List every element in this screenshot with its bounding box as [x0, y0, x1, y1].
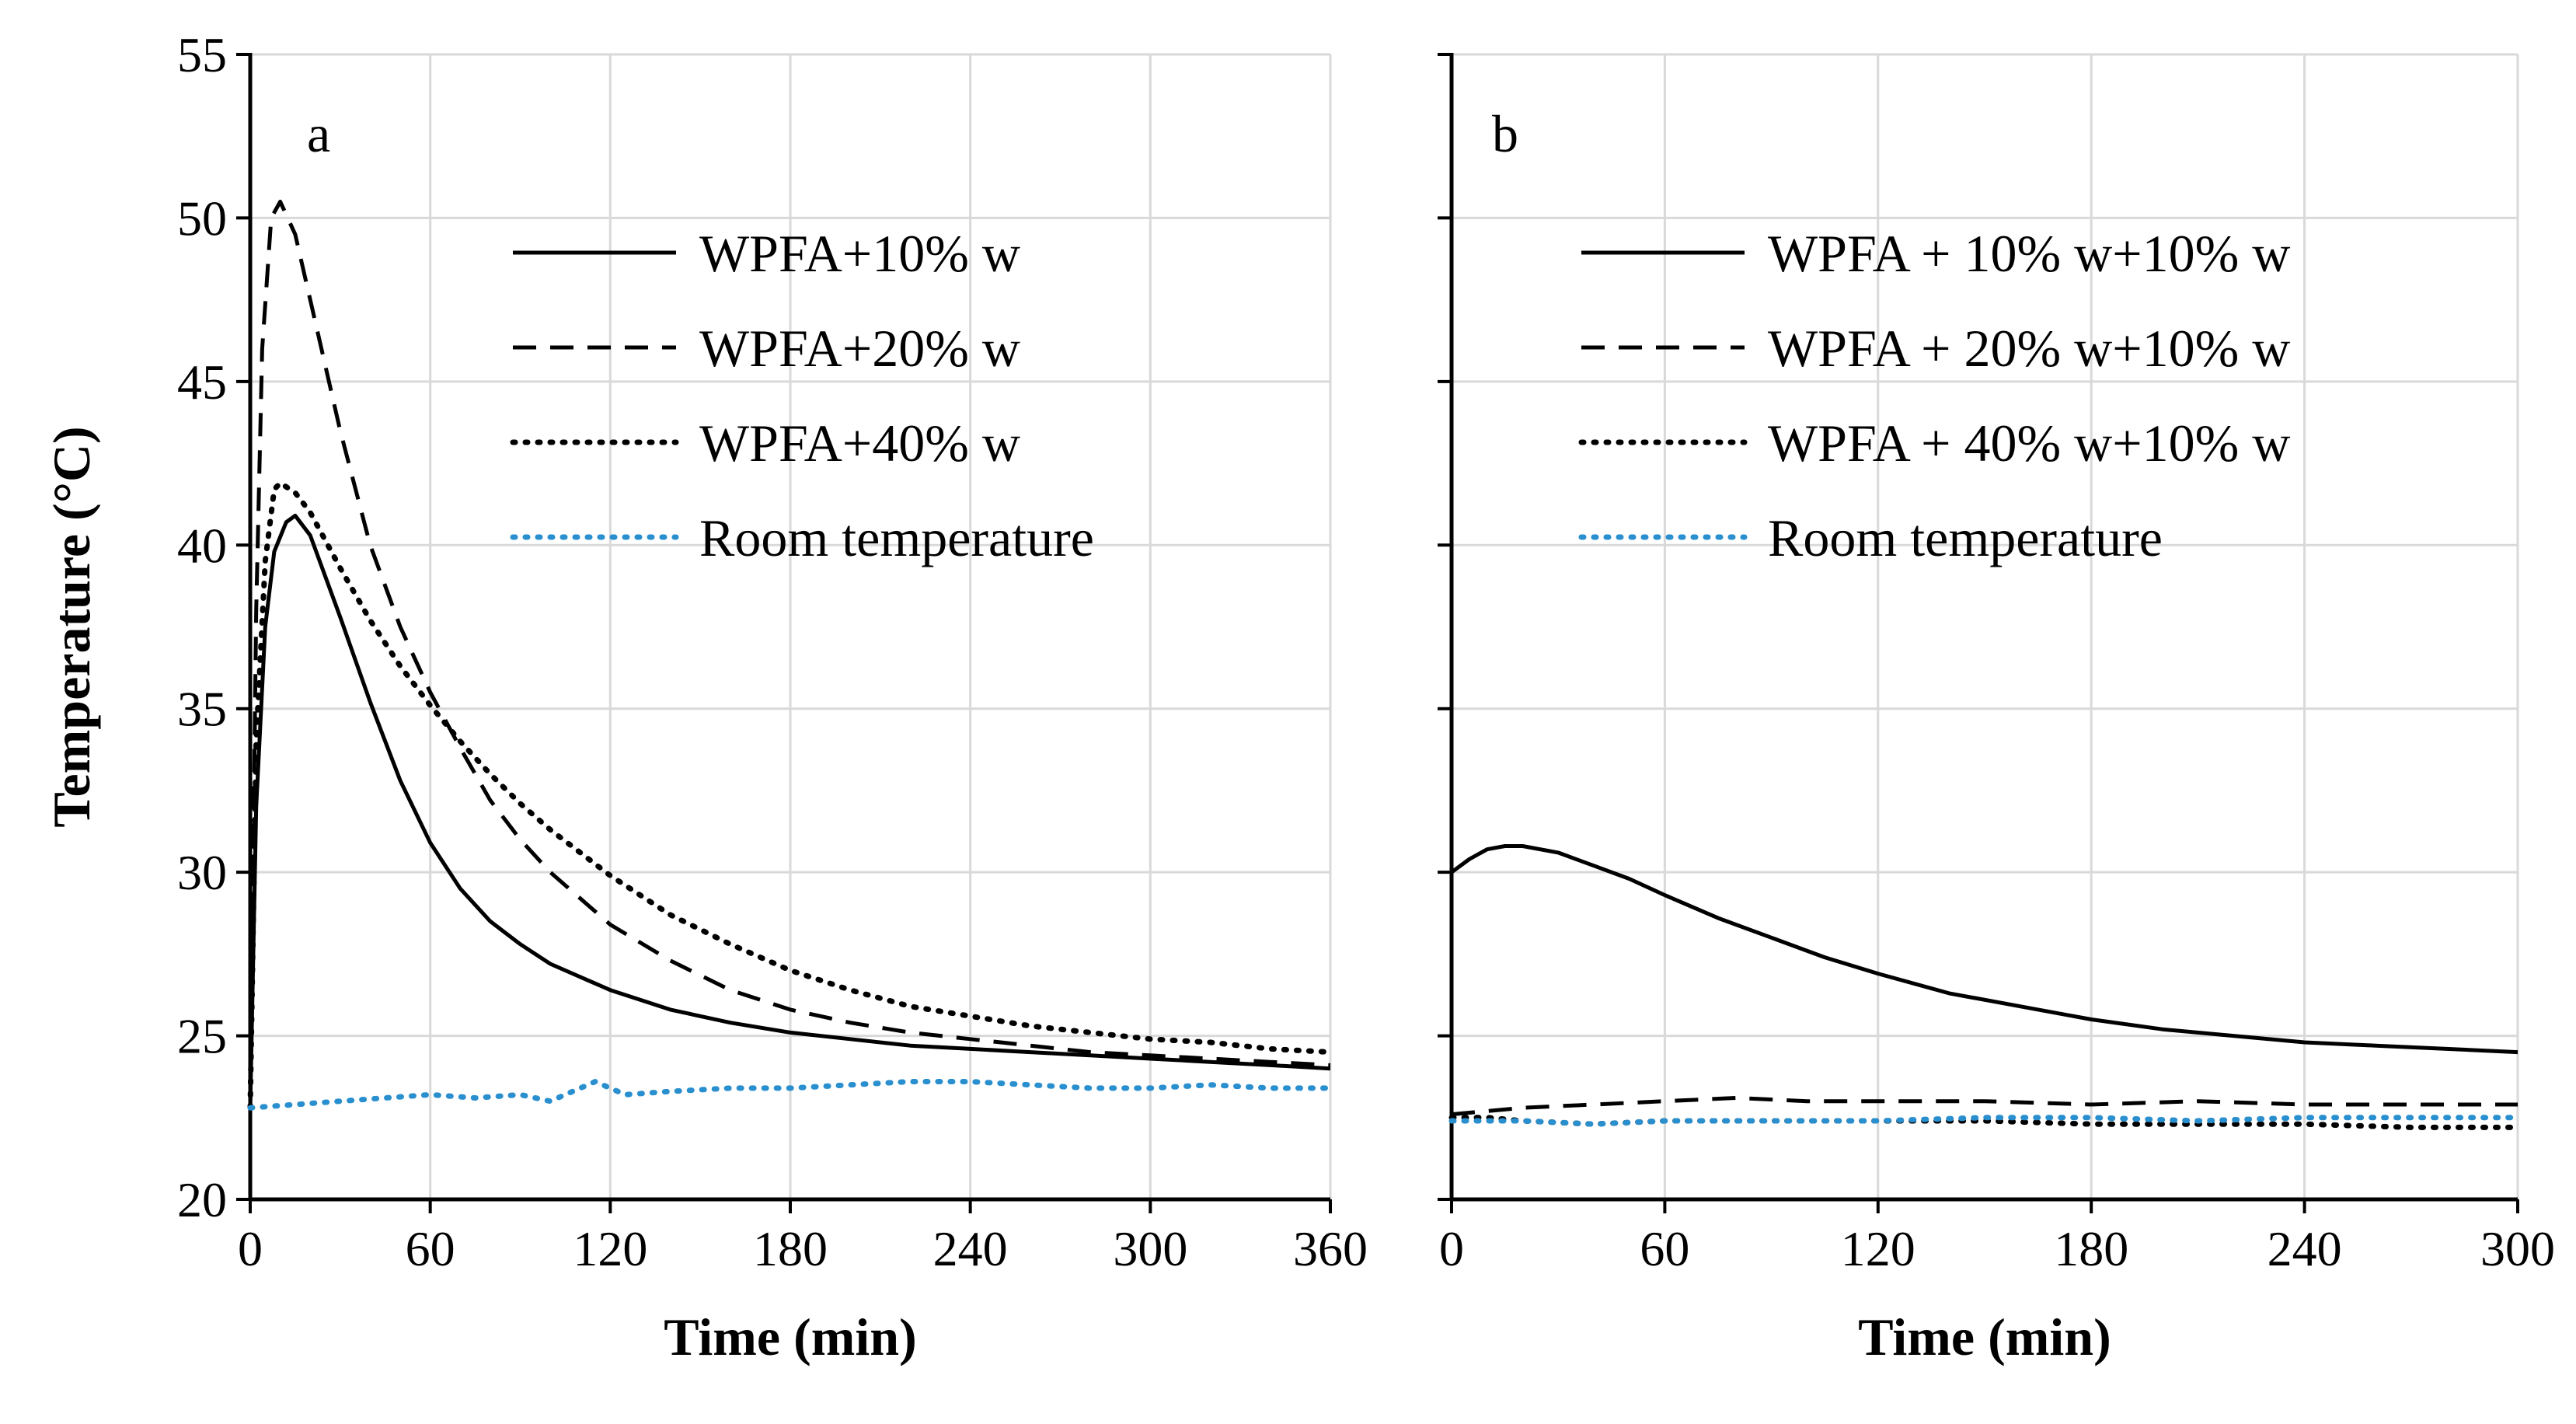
x-tick-label: 180 [2054, 1221, 2128, 1276]
legend: WPFA + 10% w+10% w WPFA + 20% w+10% w WPFA… [1578, 224, 2290, 567]
y-tick-label: 35 [177, 682, 227, 737]
x-axis-title: Time (min) [1858, 1307, 2111, 1366]
series-line-1 [1450, 844, 2518, 1055]
series-line-2 [1451, 1096, 2518, 1117]
series-line-4 [1448, 1115, 2521, 1127]
legend-label: WPFA + 10% w+10% w [1768, 224, 2290, 283]
x-tick-label: 300 [1113, 1221, 1187, 1276]
panel-letter: b [1492, 104, 1518, 163]
legend-label: WPFA+10% w [699, 224, 1020, 283]
legend: WPFA+10% w WPFA+20% w WPFA+40% w Room tempe… [510, 224, 1094, 567]
x-tick-label: 120 [1841, 1221, 1915, 1276]
y-tick-label: 55 [177, 27, 227, 82]
legend-label: Room temperature [699, 508, 1094, 567]
y-tick-label: 40 [177, 518, 227, 573]
panel-letter: a [307, 104, 330, 163]
y-axis-title: Temperature (°C) [42, 426, 101, 827]
y-tick-label: 45 [177, 354, 227, 410]
x-axis-title: Time (min) [664, 1307, 917, 1366]
x-tick-label: 60 [1640, 1221, 1689, 1276]
x-tick-label: 360 [1293, 1221, 1368, 1276]
legend-label: Room temperature [1768, 508, 2163, 567]
y-tick-label: 20 [177, 1172, 227, 1227]
panel-b: 0 60 120 180 240 300 Time (min) b WPFA + 10% w+1… [1438, 53, 2555, 1366]
legend-label: WPFA + 40% w+10% w [1768, 414, 2290, 473]
x-tick-label: 60 [406, 1221, 455, 1276]
x-tick-label: 120 [573, 1221, 647, 1276]
x-tick-label: 0 [1439, 1221, 1464, 1276]
series-line-4 [247, 1079, 1333, 1111]
x-tick-label: 240 [933, 1221, 1008, 1276]
x-tick-label: 180 [753, 1221, 828, 1276]
series-line-1 [248, 513, 1331, 1108]
y-tick-label: 50 [177, 190, 227, 246]
legend-label: WPFA+20% w [699, 319, 1020, 378]
legend-label: WPFA + 20% w+10% w [1768, 319, 2290, 378]
series-line-3 [247, 480, 1333, 1111]
panel-a: 20 25 30 35 40 45 50 55 0 60 120 180 240 300 360 Time (… [42, 27, 1368, 1366]
series-line-3 [1448, 1115, 2521, 1130]
y-tick-label: 25 [177, 1009, 227, 1064]
legend-label: WPFA+40% w [699, 414, 1020, 473]
x-tick-label: 300 [2480, 1221, 2555, 1276]
y-tick-label: 30 [177, 845, 227, 900]
series-line-2 [248, 199, 1331, 1108]
x-tick-label: 0 [238, 1221, 263, 1276]
x-tick-label: 240 [2268, 1221, 2342, 1276]
